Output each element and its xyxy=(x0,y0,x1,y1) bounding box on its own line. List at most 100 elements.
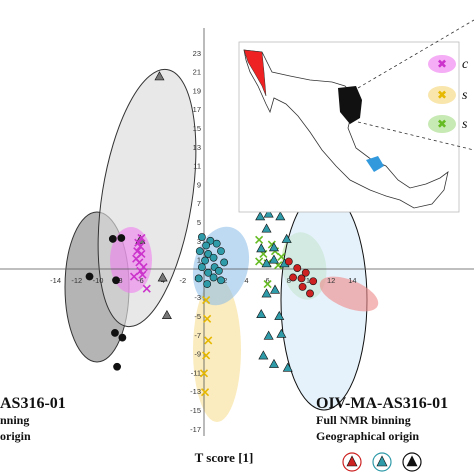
data-point-series-2 xyxy=(134,238,143,247)
y-tick-label: -7 xyxy=(194,331,201,340)
data-point-series-6 xyxy=(255,211,266,221)
data-point-series-5 xyxy=(263,279,272,289)
right-caption-line2: Full NMR binning xyxy=(316,413,411,427)
y-tick-label: 19 xyxy=(193,86,201,95)
coahuila-region xyxy=(338,86,362,124)
data-point-series-3 xyxy=(220,258,229,267)
data-point-series-6 xyxy=(282,362,293,372)
data-point-series-3 xyxy=(202,241,211,250)
data-point-series-7 xyxy=(289,273,297,282)
y-tick-label: 7 xyxy=(197,199,201,208)
x-tick-label: 4 xyxy=(244,276,248,285)
data-point-series-6 xyxy=(281,233,292,243)
data-point-series-4 xyxy=(200,388,210,397)
data-point-series-5 xyxy=(255,235,264,244)
data-point-series-4 xyxy=(202,351,211,360)
y-tick-label: 23 xyxy=(193,49,201,58)
red-group-ellipse xyxy=(319,276,379,312)
y-tick-label: -17 xyxy=(190,425,201,434)
data-point-series-2 xyxy=(136,242,145,251)
data-point-series-6 xyxy=(268,254,279,264)
data-point-series-6 xyxy=(256,309,267,319)
data-point-series-6 xyxy=(270,284,281,294)
x-tick-label: -10 xyxy=(93,276,104,285)
y-tick-label: 17 xyxy=(193,105,201,114)
data-point-series-3 xyxy=(201,256,209,265)
data-point-series-7 xyxy=(297,274,306,283)
data-point-series-3 xyxy=(195,247,204,256)
data-point-series-3 xyxy=(217,276,225,285)
data-point-series-7 xyxy=(293,264,302,272)
data-point-series-6 xyxy=(258,350,269,360)
data-points xyxy=(85,71,318,397)
data-point-series-0 xyxy=(112,276,120,285)
y-tick-label: 9 xyxy=(197,180,201,189)
red-triangle-icon-shape xyxy=(346,455,358,467)
red-triangle-icon xyxy=(342,452,362,472)
data-point-series-6 xyxy=(268,358,279,368)
data-point-series-6 xyxy=(261,223,272,233)
y-tick-label: -11 xyxy=(191,368,201,377)
data-point-series-6 xyxy=(274,310,285,320)
data-point-series-4 xyxy=(204,336,213,345)
right-caption-line3: Geographical origin xyxy=(316,429,419,443)
data-point-series-7 xyxy=(309,277,318,286)
data-point-series-2 xyxy=(129,272,139,281)
data-point-series-2 xyxy=(137,233,146,243)
x-tick-label: 12 xyxy=(327,276,335,285)
black-triangle-icon xyxy=(402,452,422,472)
axes xyxy=(0,28,474,436)
map-connector-bottom xyxy=(357,121,474,151)
y-tick-label: 5 xyxy=(197,218,201,227)
y-tick-labels: 2321191715131197531-1-3-5-7-9-11-13-15-1… xyxy=(190,49,201,434)
x-tick-label: 14 xyxy=(348,276,356,285)
data-point-series-4 xyxy=(202,295,211,305)
x-tick-label: -14 xyxy=(50,276,61,285)
data-point-series-3 xyxy=(194,274,203,283)
data-point-series-3 xyxy=(212,239,221,248)
black-triangle-icon-shape xyxy=(406,455,418,467)
baja-california-region xyxy=(243,49,267,97)
x-axis-label: T score [1] xyxy=(195,450,254,465)
x-tick-label: -6 xyxy=(137,276,144,285)
data-point-series-6 xyxy=(268,242,279,252)
left-caption-line2: nning xyxy=(0,413,29,427)
data-point-series-3 xyxy=(209,253,218,262)
legend-magenta-swatch xyxy=(428,55,456,73)
data-point-series-3 xyxy=(214,266,223,275)
left-caption-line1: AS316-01 xyxy=(0,395,66,412)
data-point-series-3 xyxy=(217,247,225,256)
legend-yellow-marker: ✖ xyxy=(437,88,447,102)
data-point-series-0 xyxy=(118,333,127,342)
data-point-series-2 xyxy=(142,284,151,293)
left-panel-caption: AS316-01 nning origin xyxy=(0,395,66,443)
teal-triangle-icon xyxy=(372,452,392,472)
data-point-series-2 xyxy=(133,247,142,256)
data-point-series-3 xyxy=(209,273,218,282)
data-point-series-6 xyxy=(276,328,287,338)
teal-triangle-icon-shape xyxy=(376,455,388,467)
map-connector-top xyxy=(357,19,474,89)
legend-green-marker: ✖ xyxy=(437,117,447,131)
legend-yellow-swatch xyxy=(428,86,456,104)
data-point-series-3 xyxy=(197,263,206,272)
data-point-series-6 xyxy=(261,258,272,268)
legend-magenta-marker: ✖ xyxy=(437,57,447,71)
data-point-series-7 xyxy=(301,268,310,277)
data-point-series-3 xyxy=(204,250,213,258)
legend-label-a: c xyxy=(462,57,469,72)
data-point-series-4 xyxy=(199,369,209,378)
legend-label-c: s xyxy=(462,117,468,132)
bottom-legend xyxy=(342,452,422,472)
yellow-group-ellipse xyxy=(193,278,241,422)
y-tick-label: 13 xyxy=(193,143,201,152)
data-point-series-5 xyxy=(255,257,264,266)
x-tick-label: -2 xyxy=(179,276,186,285)
legend-green-swatch xyxy=(428,115,456,133)
y-tick-label: -9 xyxy=(194,350,201,359)
x-tick-label: -12 xyxy=(71,276,82,285)
legend-label-b: s xyxy=(462,88,468,103)
data-point-series-7 xyxy=(284,257,293,266)
mexico-map-outline xyxy=(243,49,449,209)
